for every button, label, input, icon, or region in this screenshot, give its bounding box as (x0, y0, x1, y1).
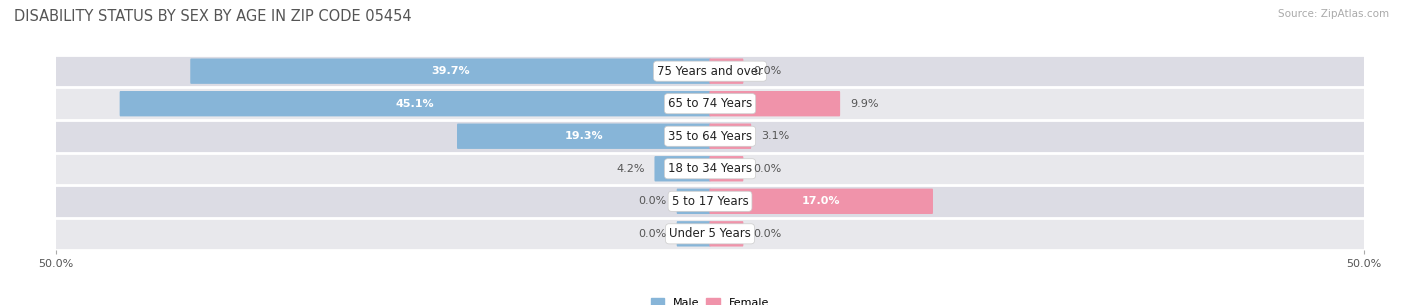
Text: 9.9%: 9.9% (851, 99, 879, 109)
FancyBboxPatch shape (190, 59, 710, 84)
FancyBboxPatch shape (676, 188, 710, 214)
Text: 45.1%: 45.1% (396, 99, 434, 109)
Text: 35 to 64 Years: 35 to 64 Years (668, 130, 752, 143)
FancyBboxPatch shape (710, 221, 744, 246)
Text: Source: ZipAtlas.com: Source: ZipAtlas.com (1278, 9, 1389, 19)
FancyBboxPatch shape (120, 91, 710, 117)
Legend: Male, Female: Male, Female (647, 293, 773, 305)
Text: 0.0%: 0.0% (754, 229, 782, 239)
Text: 18 to 34 Years: 18 to 34 Years (668, 162, 752, 175)
FancyBboxPatch shape (457, 124, 710, 149)
Bar (56, 185, 1364, 217)
FancyBboxPatch shape (710, 59, 744, 84)
Text: 0.0%: 0.0% (754, 164, 782, 174)
Text: 0.0%: 0.0% (638, 196, 666, 206)
Text: 0.0%: 0.0% (638, 229, 666, 239)
FancyBboxPatch shape (710, 91, 841, 117)
Text: 0.0%: 0.0% (754, 66, 782, 76)
Text: 65 to 74 Years: 65 to 74 Years (668, 97, 752, 110)
FancyBboxPatch shape (654, 156, 710, 181)
Text: 75 Years and over: 75 Years and over (657, 65, 763, 78)
Bar (56, 152, 1364, 185)
FancyBboxPatch shape (710, 124, 751, 149)
Bar (56, 55, 1364, 88)
Text: Under 5 Years: Under 5 Years (669, 227, 751, 240)
FancyBboxPatch shape (710, 188, 934, 214)
Text: 19.3%: 19.3% (565, 131, 603, 141)
Bar (56, 120, 1364, 152)
Text: 17.0%: 17.0% (801, 196, 841, 206)
Text: 4.2%: 4.2% (616, 164, 644, 174)
Bar (56, 88, 1364, 120)
Bar (56, 217, 1364, 250)
Text: DISABILITY STATUS BY SEX BY AGE IN ZIP CODE 05454: DISABILITY STATUS BY SEX BY AGE IN ZIP C… (14, 9, 412, 24)
FancyBboxPatch shape (676, 221, 710, 246)
Text: 5 to 17 Years: 5 to 17 Years (672, 195, 748, 208)
FancyBboxPatch shape (710, 156, 744, 181)
Text: 39.7%: 39.7% (432, 66, 470, 76)
Text: 3.1%: 3.1% (761, 131, 789, 141)
